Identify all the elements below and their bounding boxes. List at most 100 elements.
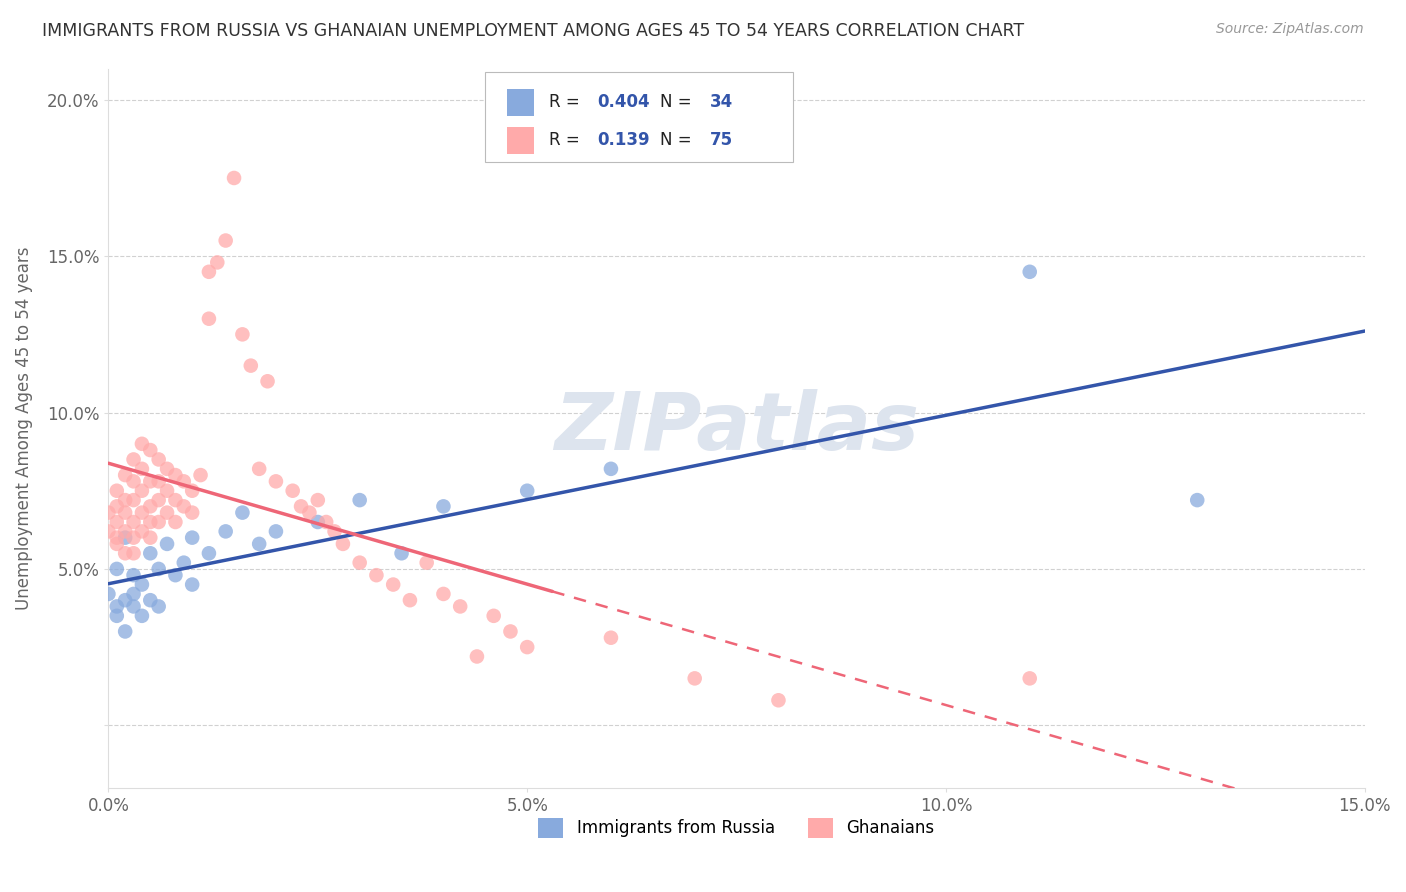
Point <box>131 608 153 623</box>
Point <box>114 493 136 508</box>
Point <box>139 593 162 607</box>
Point <box>105 599 128 614</box>
Point <box>139 531 162 545</box>
Bar <box>506 127 534 154</box>
Point <box>122 546 145 560</box>
Point <box>349 556 371 570</box>
Point <box>349 493 371 508</box>
Point <box>290 500 312 514</box>
Point <box>156 483 179 498</box>
Text: R =: R = <box>550 131 585 150</box>
FancyBboxPatch shape <box>485 72 793 162</box>
Point <box>600 631 623 645</box>
Point <box>181 483 204 498</box>
Point <box>173 500 195 514</box>
Point <box>105 515 128 529</box>
Point <box>391 546 413 560</box>
Point <box>165 493 187 508</box>
Point <box>156 462 179 476</box>
Point <box>264 475 287 489</box>
Point <box>399 593 422 607</box>
Point <box>105 608 128 623</box>
Point <box>465 649 488 664</box>
Text: N =: N = <box>659 131 697 150</box>
Point <box>683 672 706 686</box>
Point <box>499 624 522 639</box>
Point <box>1187 493 1209 508</box>
Point <box>215 524 238 539</box>
Point <box>156 506 179 520</box>
Point <box>239 359 262 373</box>
Point <box>131 437 153 451</box>
Point <box>131 506 153 520</box>
Text: R =: R = <box>550 94 585 112</box>
Point <box>215 234 238 248</box>
Point <box>332 537 354 551</box>
Point <box>105 562 128 576</box>
Point <box>139 546 162 560</box>
Point <box>190 468 212 483</box>
Point <box>173 475 195 489</box>
Point <box>307 515 329 529</box>
Point <box>315 515 337 529</box>
Point <box>366 568 388 582</box>
Point <box>382 577 405 591</box>
Point <box>122 568 145 582</box>
Point <box>415 556 437 570</box>
Point <box>198 311 221 326</box>
Point <box>122 599 145 614</box>
Point <box>298 506 321 520</box>
Text: 0.404: 0.404 <box>598 94 650 112</box>
Point <box>122 515 145 529</box>
Point <box>139 475 162 489</box>
Point <box>198 265 221 279</box>
Point <box>131 462 153 476</box>
Point <box>122 587 145 601</box>
Point <box>323 524 346 539</box>
Point <box>165 468 187 483</box>
Point <box>247 537 270 551</box>
Legend: Immigrants from Russia, Ghanaians: Immigrants from Russia, Ghanaians <box>531 812 942 844</box>
Text: IMMIGRANTS FROM RUSSIA VS GHANAIAN UNEMPLOYMENT AMONG AGES 45 TO 54 YEARS CORREL: IMMIGRANTS FROM RUSSIA VS GHANAIAN UNEMP… <box>42 22 1025 40</box>
Point <box>97 587 120 601</box>
Bar <box>506 88 534 116</box>
Point <box>148 515 170 529</box>
Point <box>131 524 153 539</box>
Point <box>114 593 136 607</box>
Point <box>247 462 270 476</box>
Point <box>114 524 136 539</box>
Point <box>198 546 221 560</box>
Point <box>148 493 170 508</box>
Text: 0.139: 0.139 <box>598 131 650 150</box>
Point <box>148 452 170 467</box>
Point <box>516 483 538 498</box>
Point <box>307 493 329 508</box>
Text: 34: 34 <box>710 94 734 112</box>
Text: 75: 75 <box>710 131 734 150</box>
Point <box>105 531 128 545</box>
Point <box>122 452 145 467</box>
Point <box>173 556 195 570</box>
Point <box>105 483 128 498</box>
Point <box>114 546 136 560</box>
Point <box>139 443 162 458</box>
Point <box>768 693 790 707</box>
Point <box>105 537 128 551</box>
Point <box>148 475 170 489</box>
Point <box>97 524 120 539</box>
Text: N =: N = <box>659 94 697 112</box>
Point <box>122 493 145 508</box>
Point <box>181 577 204 591</box>
Point <box>516 640 538 654</box>
Point <box>131 483 153 498</box>
Point <box>105 500 128 514</box>
Point <box>432 587 454 601</box>
Point <box>131 577 153 591</box>
Point <box>97 506 120 520</box>
Point <box>482 608 505 623</box>
Point <box>256 374 278 388</box>
Point <box>122 531 145 545</box>
Point <box>181 531 204 545</box>
Point <box>181 506 204 520</box>
Point <box>207 255 229 269</box>
